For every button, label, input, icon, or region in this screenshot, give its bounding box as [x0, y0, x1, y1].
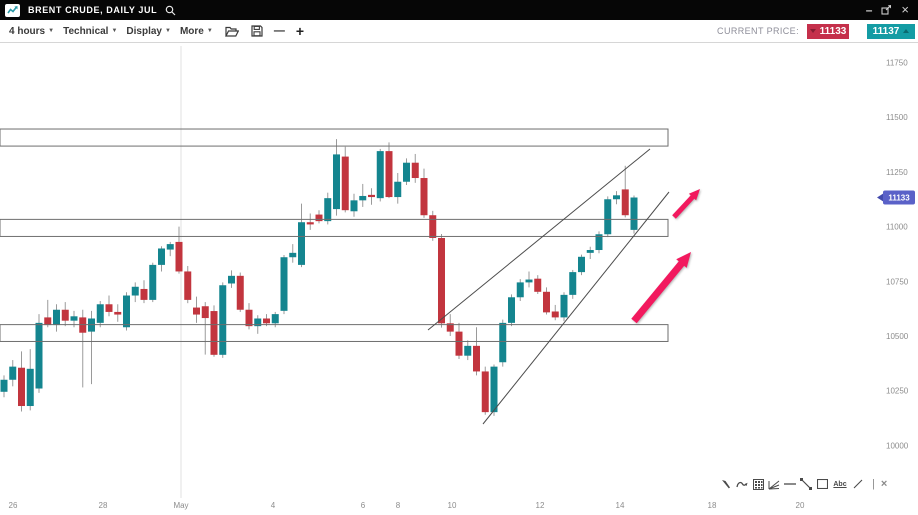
svg-text:6: 6 [361, 501, 366, 510]
svg-text:11000: 11000 [886, 223, 908, 232]
title-bar: BRENT CRUDE, DAILY JUL – × [0, 0, 918, 20]
svg-text:11250: 11250 [886, 168, 908, 177]
minimize-button[interactable]: – [865, 3, 873, 17]
pen-icon[interactable] [720, 477, 732, 491]
bid-price-badge: 11133 [807, 23, 849, 39]
drawing-toolbar: Abc | × [720, 477, 887, 491]
close-drawbar-icon[interactable]: × [880, 478, 888, 490]
curve-arrow-icon[interactable] [736, 477, 748, 491]
svg-text:May: May [173, 501, 188, 510]
svg-text:11750: 11750 [886, 59, 908, 68]
current-price-label: CURRENT PRICE: [717, 26, 799, 36]
chevron-down-icon: ▼ [165, 28, 171, 34]
diagonal-line-icon[interactable] [852, 477, 864, 491]
svg-text:11133: 11133 [888, 193, 910, 202]
svg-text:10250: 10250 [886, 387, 909, 396]
chart-title: BRENT CRUDE, DAILY JUL [28, 5, 158, 15]
toolbar-separator: | [872, 478, 875, 490]
grid-icon[interactable] [752, 477, 764, 491]
technical-dropdown[interactable]: Technical ▼ [63, 25, 118, 37]
svg-text:10000: 10000 [886, 441, 909, 450]
svg-text:28: 28 [99, 501, 108, 510]
text-tool-icon[interactable]: Abc [833, 480, 847, 488]
trendline-icon[interactable] [800, 477, 812, 491]
more-dropdown[interactable]: More ▼ [179, 25, 213, 37]
display-dropdown[interactable]: Display ▼ [126, 25, 171, 37]
svg-text:20: 20 [796, 501, 805, 510]
svg-text:12: 12 [536, 501, 545, 510]
save-icon[interactable] [251, 25, 263, 37]
horizontal-line-icon[interactable] [784, 477, 796, 491]
zoom-in-button[interactable]: + [295, 23, 304, 39]
search-icon[interactable] [165, 5, 176, 16]
chevron-down-icon: ▼ [48, 28, 55, 34]
ask-price-badge: 11137 [867, 23, 915, 39]
close-button[interactable]: × [901, 2, 909, 17]
svg-text:10750: 10750 [886, 277, 909, 286]
svg-text:4: 4 [271, 501, 276, 510]
fan-lines-icon[interactable] [768, 477, 780, 491]
price-up-icon [903, 29, 910, 33]
chevron-down-icon: ▼ [111, 28, 118, 34]
price-down-icon [809, 29, 816, 33]
popout-icon[interactable] [881, 5, 892, 15]
svg-text:11500: 11500 [886, 113, 908, 122]
svg-text:10500: 10500 [886, 332, 909, 341]
zoom-out-button[interactable]: — [273, 25, 285, 37]
chevron-down-icon: ▼ [206, 28, 213, 34]
svg-text:10: 10 [448, 501, 457, 510]
rectangle-icon[interactable] [816, 477, 828, 491]
svg-text:18: 18 [708, 501, 717, 510]
timeframe-dropdown[interactable]: 4 hours ▼ [9, 25, 55, 37]
chart-toolbar: 4 hours ▼ Technical ▼ Display ▼ More ▼ — + C… [0, 20, 918, 43]
svg-text:8: 8 [396, 501, 401, 510]
app-logo-icon [5, 3, 20, 17]
svg-text:14: 14 [616, 501, 625, 510]
open-folder-icon[interactable] [224, 26, 239, 37]
candlestick-chart-canvas[interactable]: 11750 11500 11250 11000 10750 10500 10250 10000… [0, 44, 918, 515]
svg-text:26: 26 [9, 501, 18, 510]
